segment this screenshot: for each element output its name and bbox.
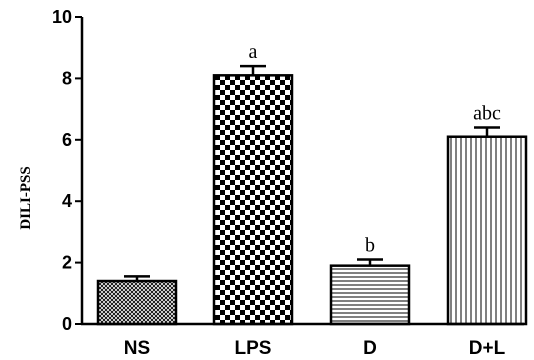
y-tick-label: 2 [62,253,72,273]
bar-ns [96,279,178,326]
y-tick-label: 0 [62,314,72,334]
x-category-label: LPS [235,338,272,359]
x-category-label: D [363,338,377,359]
y-axis-ticks: 0 2 4 6 8 10 [52,7,82,334]
bars: a b abc [96,41,528,326]
y-tick-label: 4 [62,191,72,211]
y-tick-label: 8 [62,68,72,88]
y-axis-label: DILI-PSS [18,166,34,229]
x-category-label: NS [124,338,150,359]
y-tick-label: 6 [62,130,72,150]
bar-d-l [446,135,528,326]
significance-label: a [249,41,258,63]
significance-label: abc [473,103,501,125]
x-category-label: D+L [469,338,506,359]
significance-label: b [365,235,375,257]
bar-d [329,264,411,326]
y-tick-label: 10 [52,7,72,27]
x-axis-labels: NS LPS D D+L [124,338,506,359]
bar-lps [212,74,294,326]
